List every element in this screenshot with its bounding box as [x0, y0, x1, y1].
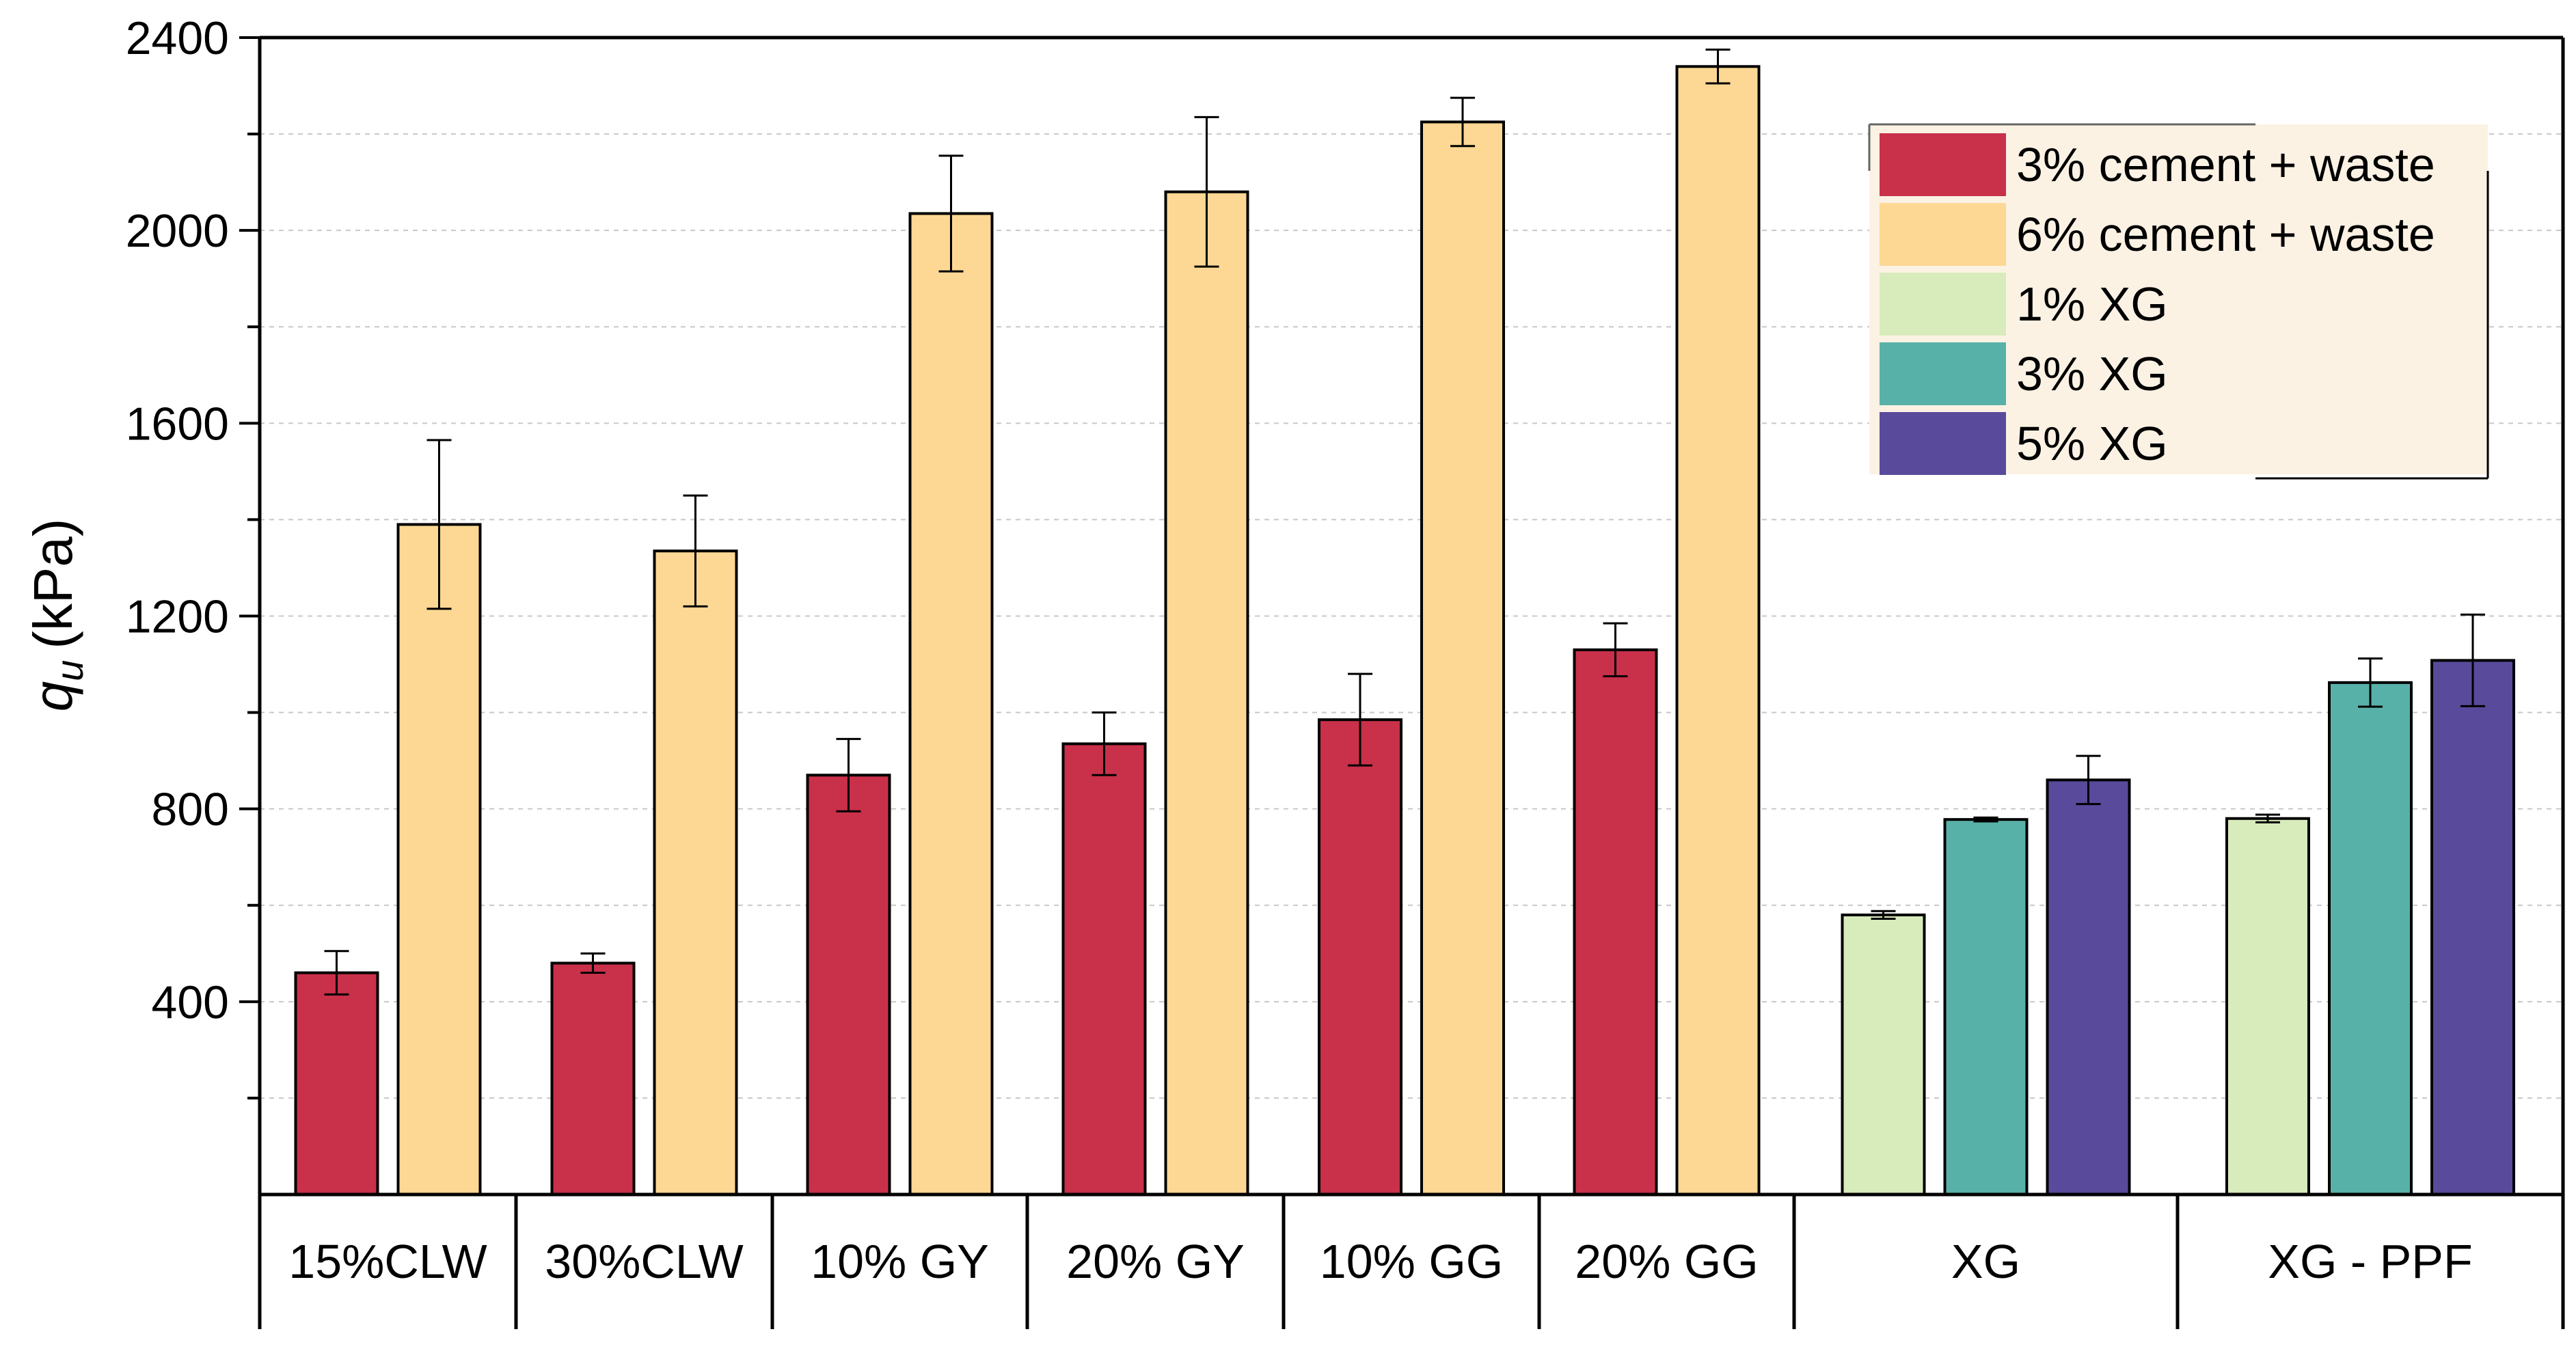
legend: 3% cement + waste 6% cement + waste 1% XG 3… — [1868, 123, 2489, 480]
gridlines — [260, 37, 2563, 1099]
bar — [294, 971, 379, 1196]
legend-swatch — [1880, 342, 2006, 405]
bars — [294, 65, 2515, 1197]
legend-swatch — [1880, 203, 2006, 266]
y-axis-ticks: 400 800 1200 1600 2000 2400 — [126, 12, 260, 1100]
error-bars — [324, 49, 2485, 996]
legend-label: 1% XG — [2016, 277, 2168, 331]
y-tick-label: 1200 — [126, 591, 229, 643]
bar — [908, 212, 994, 1197]
y-tick-label: 800 — [152, 784, 229, 836]
category-axis: 15%CLW 30%CLW 10% GY 20% GY 10% GG 20% GG XG XG… — [258, 1195, 2565, 1329]
legend-swatch — [1880, 412, 2006, 475]
bar — [1318, 718, 1402, 1196]
bar — [1841, 913, 1926, 1196]
bar — [2430, 659, 2515, 1196]
bar — [653, 549, 738, 1196]
category-label: 20% GY — [1066, 1235, 1245, 1288]
y-tick-label: 2400 — [126, 12, 229, 64]
category-label: 30%CLW — [545, 1235, 743, 1288]
category-label: 15%CLW — [288, 1235, 487, 1288]
legend-label: 3% XG — [2016, 347, 2168, 400]
bar — [2225, 817, 2310, 1196]
y-tick-label: 2000 — [126, 205, 229, 257]
bar — [1943, 818, 2029, 1196]
bar — [550, 961, 636, 1197]
category-label: XG — [1951, 1235, 2020, 1288]
y-tick-label: 1600 — [126, 398, 229, 450]
bar — [2328, 681, 2413, 1196]
category-label: XG - PPF — [2268, 1235, 2472, 1288]
legend-label: 3% cement + waste — [2016, 138, 2435, 191]
bar — [2046, 778, 2131, 1196]
y-tick-label: 400 — [152, 977, 229, 1028]
bar — [396, 523, 482, 1196]
bar — [1573, 648, 1658, 1196]
legend-swatch — [1880, 133, 2006, 196]
bar — [806, 774, 891, 1196]
bar — [1164, 190, 1249, 1197]
bar — [1061, 742, 1147, 1196]
y-axis-unit: (kPa) — [23, 519, 83, 649]
legend-label: 5% XG — [2016, 417, 2168, 470]
category-label: 20% GG — [1575, 1235, 1758, 1288]
category-label: 10% GY — [811, 1235, 989, 1288]
category-label: 10% GG — [1320, 1235, 1503, 1288]
y-axis-symbol: q — [23, 681, 83, 712]
bar — [1675, 65, 1761, 1197]
bar — [1420, 120, 1505, 1197]
y-axis-title: qu (kPa) — [23, 519, 91, 712]
y-axis-subscript: u — [48, 660, 91, 681]
legend-swatch — [1880, 273, 2006, 336]
legend-label: 6% cement + waste — [2016, 208, 2435, 261]
